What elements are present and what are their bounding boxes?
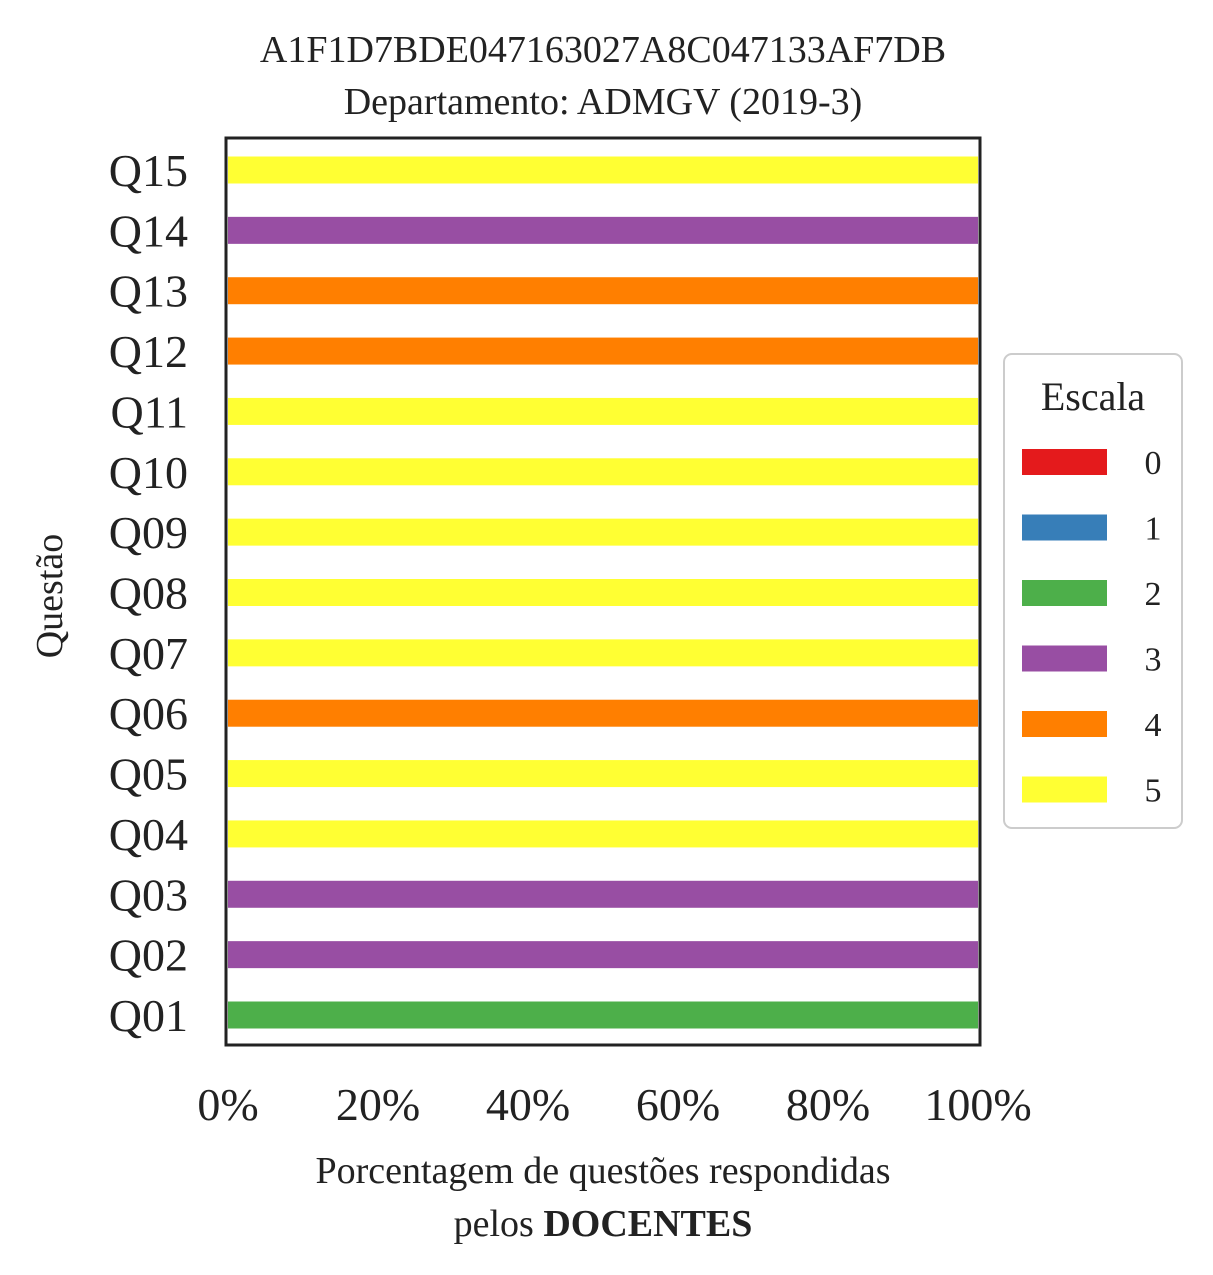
y-tick-label-q12: Q12 (109, 326, 188, 377)
x-tick-label-60: 60% (636, 1079, 720, 1130)
legend-swatch-0 (1022, 449, 1107, 475)
plot-area-frame (224, 136, 982, 1047)
y-tick-label-q10: Q10 (109, 447, 188, 498)
legend-swatch-1 (1022, 514, 1107, 541)
chart-title-line-1: A1F1D7BDE047163027A8C047133AF7DB (260, 29, 946, 71)
legend-label-1: 1 (1145, 511, 1162, 548)
y-tick-label-q15: Q15 (109, 145, 188, 196)
bar-q02-escala-3 (228, 941, 978, 969)
x-axis-label: Porcentagem de questões respondidas pelo… (315, 1150, 890, 1245)
legend-swatch-3 (1022, 645, 1107, 672)
x-tick-label-40: 40% (486, 1079, 570, 1130)
y-tick-label-q05: Q05 (109, 749, 188, 800)
y-tick-labels: Q01 Q02 Q03 Q04 Q05 Q06 Q07 Q08 Q09 Q10 Q11 Q12 Q13 Q… (109, 145, 188, 1041)
y-tick-label-q07: Q07 (109, 628, 188, 679)
x-tick-label-80: 80% (786, 1079, 870, 1130)
x-axis-label-bold: DOCENTES (543, 1203, 752, 1245)
chart-title: A1F1D7BDE047163027A8C047133AF7DB Departa… (260, 29, 946, 123)
legend-label-0: 0 (1145, 445, 1162, 482)
bar-q04-escala-5 (228, 820, 978, 848)
legend-label-4: 4 (1145, 707, 1162, 744)
legend-title: Escala (1041, 374, 1146, 419)
bar-q03-escala-3 (228, 880, 978, 908)
y-tick-label-q01: Q01 (109, 990, 188, 1041)
y-tick-label-q13: Q13 (109, 266, 188, 317)
x-tick-labels: 0% 20% 40% 60% 80% 100% (197, 1079, 1031, 1130)
legend-swatch-4 (1022, 711, 1107, 737)
x-axis-label-prefix: pelos (454, 1203, 544, 1245)
bar-q10-escala-5 (228, 458, 978, 486)
bar-q01-escala-2 (228, 1001, 978, 1029)
chart-title-line-2: Departamento: ADMGV (2019-3) (344, 81, 863, 123)
x-tick-label-100: 100% (924, 1079, 1031, 1130)
legend-swatch-2 (1022, 580, 1107, 606)
y-tick-label-q06: Q06 (109, 688, 188, 739)
bar-q09-escala-5 (228, 518, 978, 546)
bar-q08-escala-5 (228, 579, 978, 606)
x-tick-label-0: 0% (197, 1079, 258, 1130)
bar-q15-escala-5 (228, 156, 978, 184)
bar-q05-escala-5 (228, 760, 978, 788)
legend-entries: 0 1 2 3 4 5 (1022, 445, 1162, 810)
y-tick-label-q08: Q08 (109, 568, 188, 619)
legend-label-5: 5 (1145, 773, 1162, 810)
x-axis-label-line-1: Porcentagem de questões respondidas (315, 1150, 890, 1192)
bars-layer (228, 156, 978, 1029)
bar-q13-escala-4 (228, 277, 978, 305)
bar-q07-escala-5 (228, 639, 978, 667)
y-tick-label-q04: Q04 (109, 809, 188, 860)
legend-label-2: 2 (1145, 576, 1162, 613)
x-axis-label-line-2: pelos DOCENTES (454, 1203, 753, 1245)
legend-swatch-5 (1022, 776, 1107, 803)
y-tick-label-q11: Q11 (110, 386, 188, 437)
bar-q12-escala-4 (228, 337, 978, 365)
y-tick-label-q09: Q09 (109, 507, 188, 558)
y-tick-label-q14: Q14 (109, 205, 188, 256)
legend: Escala 0 1 2 3 4 5 (1003, 353, 1183, 829)
bar-q06-escala-4 (228, 699, 978, 727)
x-tick-label-20: 20% (336, 1079, 420, 1130)
bar-q11-escala-5 (228, 397, 978, 425)
bar-q14-escala-3 (228, 216, 978, 244)
y-axis-label: Questão (29, 534, 71, 659)
y-tick-label-q03: Q03 (109, 869, 188, 920)
y-tick-label-q02: Q02 (109, 930, 188, 981)
legend-label-3: 3 (1145, 642, 1162, 679)
